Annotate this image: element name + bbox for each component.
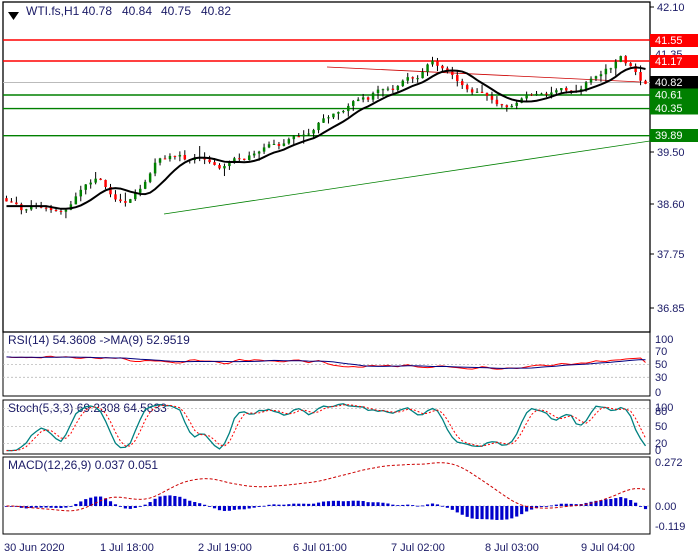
svg-text:70: 70 [655,346,667,358]
svg-text:37.75: 37.75 [657,249,685,261]
svg-text:0: 0 [655,387,661,399]
svg-text:41.17: 41.17 [655,56,683,68]
svg-text:40.82: 40.82 [201,4,231,18]
svg-text:36.85: 36.85 [657,303,685,315]
svg-text:40.75: 40.75 [161,4,191,18]
svg-text:30 Jun 2020: 30 Jun 2020 [4,542,65,554]
svg-text:40.82: 40.82 [655,77,683,89]
svg-text:7 Jul 02:00: 7 Jul 02:00 [391,542,445,554]
svg-text:MACD(12,26,9) 0.037 0.051: MACD(12,26,9) 0.037 0.051 [8,458,158,472]
svg-text:2 Jul 19:00: 2 Jul 19:00 [198,542,252,554]
svg-text:40.78: 40.78 [82,4,112,18]
svg-text:100: 100 [655,334,673,346]
svg-text:1 Jul 18:00: 1 Jul 18:00 [100,542,154,554]
svg-text:RSI(14) 54.3608 ->MA(9) 52.95: RSI(14) 54.3608 ->MA(9) 52.9519 [8,333,190,347]
svg-text:40.35: 40.35 [655,103,683,115]
svg-text:0.272: 0.272 [655,457,683,469]
svg-text:38.60: 38.60 [657,199,685,211]
svg-text:40.84: 40.84 [122,4,152,18]
svg-text:WTI.fs,H1: WTI.fs,H1 [26,4,80,18]
svg-text:80: 80 [655,406,667,418]
svg-text:0: 0 [655,445,661,457]
svg-text:42.10: 42.10 [657,2,685,14]
svg-text:50: 50 [655,421,667,433]
svg-text:39.89: 39.89 [655,130,683,142]
svg-text:8 Jul 03:00: 8 Jul 03:00 [485,542,539,554]
svg-text:30: 30 [655,372,667,384]
svg-text:39.50: 39.50 [657,147,685,159]
svg-text:0.00: 0.00 [655,501,676,513]
svg-text:9 Jul 04:00: 9 Jul 04:00 [581,542,635,554]
svg-text:40.61: 40.61 [655,90,683,102]
svg-text:-0.119: -0.119 [655,521,685,533]
svg-text:6 Jul 01:00: 6 Jul 01:00 [293,542,347,554]
svg-text:50: 50 [655,359,667,371]
svg-text:41.55: 41.55 [655,35,683,47]
